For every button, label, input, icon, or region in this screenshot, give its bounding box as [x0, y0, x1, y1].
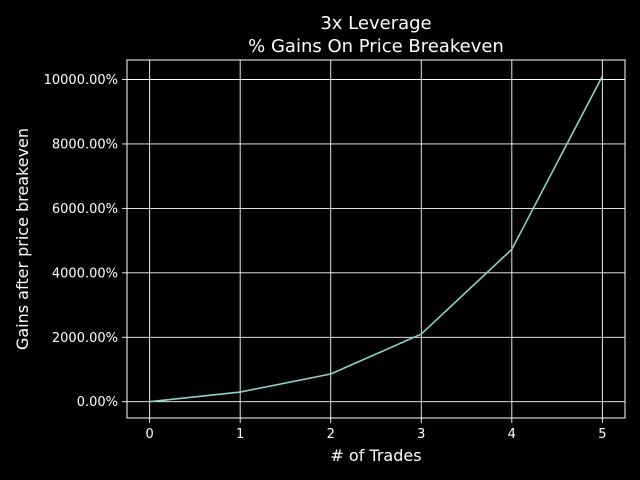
x-tick-label: 1 [236, 427, 244, 442]
data-point [420, 333, 422, 335]
data-point [330, 373, 332, 375]
y-tick-label: 10000.00% [44, 73, 118, 88]
x-tick-label: 2 [327, 427, 335, 442]
chart-title-line1: 3x Leverage [320, 13, 431, 34]
y-tick-label: 2000.00% [52, 331, 118, 346]
chart-title-line2: % Gains On Price Breakeven [248, 36, 504, 57]
data-point [239, 391, 241, 393]
x-tick-label: 3 [417, 427, 425, 442]
data-point [511, 249, 513, 251]
y-tick-label: 4000.00% [52, 266, 118, 281]
data-point [149, 401, 151, 403]
y-tick-label: 6000.00% [52, 202, 118, 217]
y-tick-label: 0.00% [77, 395, 118, 410]
data-point [602, 75, 604, 77]
y-axis-label: Gains after price breakeven [13, 128, 32, 350]
x-axis-label: # of Trades [330, 446, 421, 465]
x-tick-label: 0 [145, 427, 153, 442]
y-tick-label: 8000.00% [52, 137, 118, 152]
x-tick-label: 5 [598, 427, 606, 442]
x-tick-label: 4 [508, 427, 516, 442]
